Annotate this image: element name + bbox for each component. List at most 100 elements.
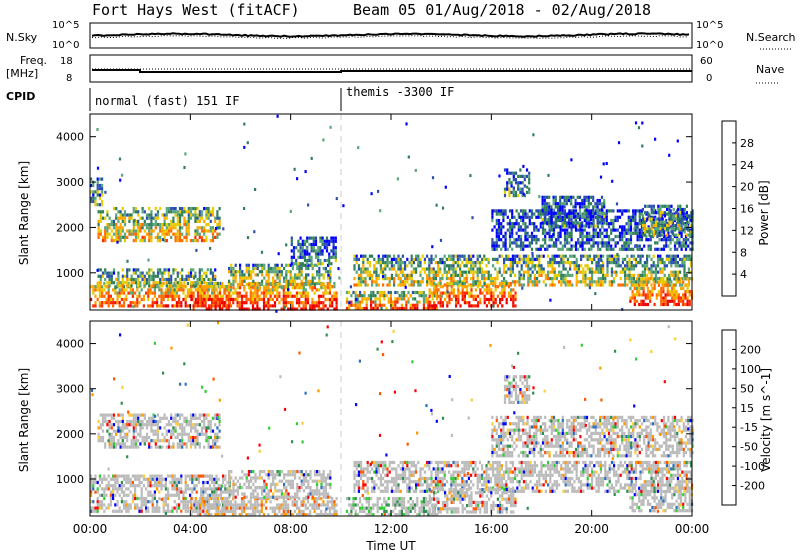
scatter-cell [104, 235, 107, 239]
scatter-cell [203, 277, 206, 282]
scatter-cell [670, 273, 673, 277]
scatter-cell [213, 291, 216, 295]
scatter-cell [164, 487, 167, 491]
scatter-cell [581, 228, 584, 232]
scatter-cell [549, 261, 552, 265]
scatter-cell [148, 223, 151, 227]
scatter-cell [134, 304, 137, 308]
scatter-cell [120, 474, 123, 478]
scatter-point [342, 204, 345, 208]
scatter-cell [672, 233, 675, 237]
scatter-cell [149, 490, 152, 494]
scatter-cell [565, 202, 568, 206]
scatter-cell [551, 254, 554, 258]
scatter-cell [189, 477, 192, 481]
scatter-cell [685, 204, 688, 208]
scatter-cell [228, 493, 231, 497]
scatter-cell [521, 190, 524, 194]
scatter-cell [591, 280, 594, 284]
scatter-cell [354, 306, 357, 311]
scatter-cell [638, 283, 641, 287]
scatter-cell [642, 290, 645, 294]
scatter-cell [671, 238, 674, 242]
scatter-cell [656, 231, 659, 235]
scatter-cell [452, 267, 455, 271]
scatter-point [329, 125, 332, 129]
scatter-cell [443, 264, 446, 268]
scatter-cell [550, 238, 553, 242]
scatter-cell [646, 267, 649, 271]
scatter-cell [450, 257, 453, 261]
scatter-cell [396, 300, 399, 304]
scatter-cell [205, 223, 208, 227]
scatter-cell [511, 267, 514, 271]
scatter-cell [637, 254, 640, 258]
scatter-cell [463, 301, 466, 305]
scatter-cell [209, 268, 212, 272]
scatter-cell [156, 285, 159, 289]
scatter-cell [322, 276, 325, 280]
scatter-cell [103, 301, 106, 305]
scatter-cell [298, 273, 301, 277]
scatter-cell [258, 286, 261, 290]
scatter-cell [617, 261, 620, 265]
scatter-cell [675, 302, 678, 307]
scatter-cell [494, 280, 497, 284]
scatter-cell [299, 242, 302, 247]
scatter-cell [680, 234, 683, 239]
scatter-cell [408, 261, 411, 265]
scatter-cell [595, 280, 598, 284]
scatter-cell [371, 277, 374, 281]
scatter-cell [131, 288, 134, 292]
scatter-cell [119, 232, 122, 236]
scatter-cell [200, 239, 204, 243]
scatter-cell [183, 210, 186, 214]
scatter-cell [674, 214, 677, 218]
scatter-cell [541, 228, 545, 232]
scatter-cell [529, 280, 532, 284]
scatter-cell [317, 255, 320, 259]
scatter-cell [572, 209, 575, 213]
scatter-cell [535, 234, 538, 239]
scatter-cell [400, 294, 403, 298]
scatter-cell [456, 273, 459, 277]
scatter-cell [519, 209, 523, 213]
scatter-cell [114, 288, 117, 292]
scatter-cell [647, 247, 650, 251]
scatter-cell [240, 304, 244, 308]
scatter-cell [676, 264, 679, 268]
scatter-cell [189, 268, 193, 272]
scatter-cell [525, 174, 529, 178]
scatter-cell [123, 274, 127, 278]
scatter-cell [370, 297, 373, 301]
scatter-cell [201, 285, 204, 289]
sky-noise-line [91, 32, 690, 38]
scatter-cell [97, 419, 100, 424]
scatter-cell [176, 219, 179, 223]
scatter-cell [226, 490, 229, 494]
scatter-cell [238, 301, 241, 305]
scatter-cell [203, 271, 206, 275]
scatter-cell [537, 228, 540, 232]
scatter-point [132, 305, 135, 309]
scatter-cell [437, 261, 440, 265]
scatter-point [287, 288, 290, 292]
scatter-cell [583, 214, 586, 219]
scatter-cell [569, 283, 572, 287]
scatter-cell [181, 213, 184, 217]
scatter-cell [249, 288, 252, 292]
scatter-cell [646, 283, 649, 287]
scatter-cell [163, 271, 166, 275]
scatter-cell [679, 257, 682, 261]
scatter-cell [301, 249, 304, 253]
scatter-cell [612, 228, 615, 232]
scatter-cell [597, 264, 600, 268]
scatter-cell [529, 273, 532, 277]
scatter-cell [455, 304, 458, 308]
scatter-cell [514, 181, 518, 185]
scatter-cell [184, 297, 187, 302]
scatter-cell [642, 299, 645, 303]
scatter-cell [435, 285, 438, 289]
scatter-cell [601, 238, 604, 242]
scatter-cell [506, 215, 509, 219]
